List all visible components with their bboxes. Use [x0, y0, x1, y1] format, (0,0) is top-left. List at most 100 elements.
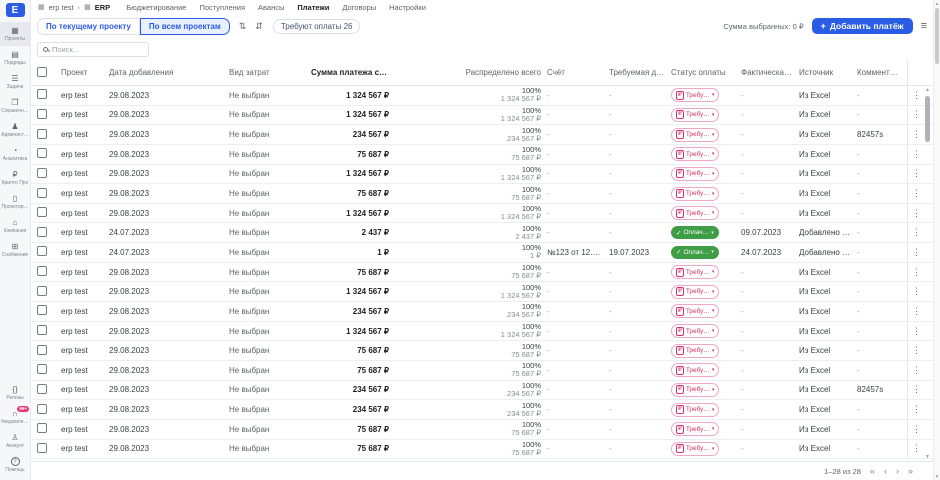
row-checkbox[interactable] — [37, 403, 47, 414]
row-menu-icon[interactable]: ⋮ — [912, 168, 921, 179]
sidebar-item[interactable]: ▦ Проекты — [0, 22, 30, 46]
row-checkbox[interactable] — [37, 266, 47, 277]
row-checkbox[interactable] — [37, 187, 47, 198]
row-menu-icon[interactable]: ⋮ — [912, 384, 921, 395]
status-pill[interactable]: ₽ Требу… ▾ — [671, 441, 720, 456]
tab-5[interactable]: Договоры — [342, 2, 377, 12]
row-menu-icon[interactable]: ⋮ — [912, 266, 921, 277]
scroll-up-icon[interactable]: ▲ — [925, 87, 930, 93]
row-checkbox[interactable] — [37, 344, 47, 355]
page-scroll-up-icon[interactable]: ▲ — [934, 1, 940, 6]
sidebar-item[interactable]: ♟ Админист… — [0, 118, 30, 142]
row-menu-icon[interactable]: ⋮ — [912, 364, 921, 375]
collapse-icon[interactable]: ⇵ — [255, 20, 263, 31]
row-checkbox[interactable] — [37, 305, 47, 316]
row-checkbox[interactable] — [37, 108, 47, 119]
status-pill[interactable]: ₽ Требу… ▾ — [671, 147, 720, 162]
page-scrollbar[interactable]: ▲ ▼ — [933, 0, 940, 480]
status-pill[interactable]: ₽ Требу… ▾ — [671, 166, 720, 181]
prev-page-icon[interactable]: ‹ — [883, 465, 887, 476]
status-pill[interactable]: ₽ Требу… ▾ — [671, 422, 720, 437]
row-checkbox[interactable] — [37, 246, 47, 257]
sidebar-item[interactable]: ♙ Аккаунт — [0, 429, 30, 453]
sidebar-item[interactable]: ◔ Аналитика — [0, 142, 30, 166]
row-checkbox[interactable] — [37, 128, 47, 139]
row-menu-icon[interactable]: ⋮ — [912, 404, 921, 415]
search-input[interactable] — [52, 44, 143, 54]
row-checkbox[interactable] — [37, 325, 47, 335]
sidebar-item[interactable]: ⊞ Снабжение — [0, 238, 30, 262]
menu-icon[interactable]: ≡ — [920, 20, 927, 32]
row-menu-icon[interactable]: ⋮ — [912, 129, 921, 140]
row-checkbox[interactable] — [37, 285, 47, 296]
row-menu-icon[interactable]: ⋮ — [912, 188, 921, 199]
tab-4[interactable]: Платежи — [297, 2, 330, 12]
scroll-down-icon[interactable]: ▼ — [925, 454, 930, 460]
row-menu-icon[interactable]: ⋮ — [912, 325, 921, 336]
scope-button-2[interactable]: По всем проектам — [139, 17, 230, 35]
row-menu-icon[interactable]: ⋮ — [912, 443, 921, 454]
breadcrumb-app[interactable]: ERP — [94, 2, 111, 12]
select-all-checkbox[interactable] — [37, 66, 47, 77]
status-pill[interactable]: ₽ Требу… ▾ — [671, 186, 720, 201]
status-pill[interactable]: ₽ Требу… ▾ — [671, 206, 720, 221]
status-pill[interactable]: ₽ Требу… ▾ — [671, 127, 720, 142]
row-checkbox[interactable] — [37, 148, 47, 159]
sidebar-item[interactable]: ? Помощь — [0, 453, 30, 477]
row-menu-icon[interactable]: ⋮ — [912, 89, 921, 100]
sidebar-item[interactable]: {} Релизы — [0, 381, 30, 405]
status-pill[interactable]: ₽ Требу… ▾ — [671, 88, 720, 103]
row-menu-icon[interactable]: ⋮ — [912, 207, 921, 218]
table-scrollbar-thumb[interactable] — [925, 96, 930, 142]
row-checkbox[interactable] — [37, 207, 47, 218]
last-page-icon[interactable]: » — [907, 465, 913, 476]
row-checkbox[interactable] — [37, 167, 47, 178]
add-payment-button[interactable]: + Добавить платёж — [811, 18, 913, 34]
row-menu-icon[interactable]: ⋮ — [912, 227, 921, 238]
status-pill[interactable]: ₽ Требу… ▾ — [671, 284, 720, 299]
tab-3[interactable]: Авансы — [258, 2, 285, 12]
row-checkbox[interactable] — [37, 89, 47, 100]
scope-button-1[interactable]: По текущему проекту — [37, 17, 140, 35]
table-scrollbar[interactable]: ▲ ▼ — [923, 86, 932, 461]
app-logo[interactable]: E — [5, 3, 25, 17]
breadcrumb-project[interactable]: erp test — [48, 2, 74, 12]
sidebar-item[interactable]: ∩ 99+ Уведомлен… — [0, 405, 30, 429]
tab-2[interactable]: Поступления — [199, 2, 246, 12]
status-pill[interactable]: ₽ Требу… ▾ — [671, 304, 720, 319]
row-menu-icon[interactable]: ⋮ — [912, 423, 921, 434]
status-pill[interactable]: ✓ Оплач… ▾ — [671, 245, 719, 259]
status-pill[interactable]: ₽ Требу… ▾ — [671, 343, 720, 358]
row-menu-icon[interactable]: ⋮ — [912, 305, 921, 316]
row-checkbox[interactable] — [37, 383, 47, 394]
row-menu-icon[interactable]: ⋮ — [912, 109, 921, 120]
status-pill[interactable]: ₽ Требу… ▾ — [671, 402, 720, 417]
first-page-icon[interactable]: « — [869, 465, 875, 476]
row-checkbox[interactable] — [37, 442, 47, 453]
sidebar-item[interactable]: ₽ Крипто Про — [0, 166, 30, 190]
status-pill[interactable]: ₽ Требу… ▾ — [671, 324, 720, 338]
row-checkbox[interactable] — [37, 423, 47, 434]
status-pill[interactable]: ₽ Требу… ▾ — [671, 382, 720, 397]
sort-icon[interactable]: ⇅ — [238, 20, 247, 31]
row-checkbox[interactable] — [37, 226, 47, 237]
row-checkbox[interactable] — [37, 364, 47, 375]
search-box[interactable] — [37, 41, 149, 57]
requires-payment-chip[interactable]: Требуют оплаты 26 — [272, 18, 361, 34]
tab-6[interactable]: Настройки — [389, 2, 426, 12]
sidebar-item[interactable]: ▤ Подряды — [0, 46, 30, 70]
sidebar-item[interactable]: ▯ Проектир… — [0, 190, 30, 214]
row-menu-icon[interactable]: ⋮ — [912, 345, 921, 356]
row-menu-icon[interactable]: ⋮ — [912, 148, 921, 159]
row-menu-icon[interactable]: ⋮ — [912, 286, 921, 297]
status-pill[interactable]: ₽ Требу… ▾ — [671, 265, 720, 280]
page-scroll-down-icon[interactable]: ▼ — [934, 474, 940, 479]
tab-1[interactable]: Бюджетирование — [126, 2, 187, 12]
status-pill[interactable]: ₽ Требу… ▾ — [671, 107, 720, 122]
status-pill[interactable]: ₽ Требу… ▾ — [671, 363, 720, 378]
sidebar-item[interactable]: ☰ Задачи — [0, 70, 30, 94]
sidebar-item[interactable]: ⌂ Компания — [0, 214, 30, 238]
sidebar-item[interactable]: ❐ Справочн… — [0, 94, 30, 118]
row-menu-icon[interactable]: ⋮ — [912, 246, 921, 257]
next-page-icon[interactable]: › — [895, 465, 899, 476]
